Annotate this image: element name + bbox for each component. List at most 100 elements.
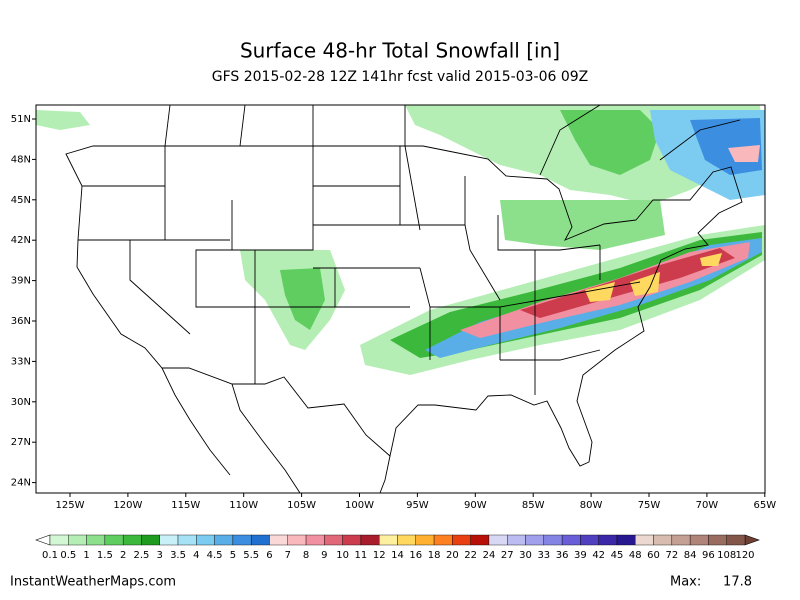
colorbar-label: 36	[556, 550, 569, 561]
colorbar-box	[507, 534, 526, 546]
mexico-coast	[161, 367, 391, 494]
colorbar-box	[561, 534, 581, 546]
colorbar-label: 6	[266, 550, 272, 561]
lat-label: 30N	[11, 397, 31, 408]
colorbar-box	[598, 534, 618, 546]
colorbar-label: 5.5	[243, 550, 259, 561]
colorbar-box	[104, 534, 124, 546]
colorbar-box	[543, 534, 563, 546]
subtitle: GFS 2015-02-28 12Z 141hr fcst valid 2015…	[212, 69, 589, 85]
lat-label: 48N	[11, 154, 31, 165]
colorbar-label: 30	[519, 550, 532, 561]
colorbar-label: 2.5	[133, 550, 149, 561]
lon-label: 105W	[287, 500, 316, 511]
colorbar-box	[433, 534, 453, 546]
colorbar-label: 16	[409, 550, 422, 561]
lat-label: 36N	[11, 316, 31, 327]
colorbar-label: 96	[702, 550, 715, 561]
colorbar-box	[214, 534, 234, 546]
colorbar-label: 108	[717, 550, 736, 561]
colorbar-box	[324, 534, 343, 546]
colorbar-label: 33	[537, 550, 550, 561]
lon-label: 115W	[171, 500, 200, 511]
colorbar-box	[122, 534, 142, 546]
colorbar-label: 14	[391, 550, 404, 561]
state-lines	[78, 145, 641, 395]
lon-label: 100W	[345, 500, 374, 511]
colorbar-label: 12	[373, 550, 386, 561]
colorbar-box	[397, 534, 416, 546]
colorbar-box	[177, 534, 197, 546]
colorbar-box	[671, 534, 691, 546]
colorbar-label: 22	[464, 550, 477, 561]
colorbar-box	[470, 534, 490, 546]
lat-label: 27N	[11, 437, 31, 448]
lon-label: 90W	[464, 500, 487, 511]
colorbar-label: 1	[83, 550, 89, 561]
lat-label: 45N	[11, 195, 31, 206]
colorbar-box	[232, 534, 252, 546]
colorbar-box	[68, 534, 87, 546]
colorbar-label: 42	[592, 550, 605, 561]
colorbar-box	[525, 534, 545, 546]
colorbar-label: 4	[193, 550, 199, 561]
lon-label: 95W	[406, 500, 429, 511]
lon-label: 65W	[753, 500, 776, 511]
colorbar-box	[196, 534, 215, 546]
colorbar-box	[342, 534, 362, 546]
colorbar-label: 11	[355, 550, 368, 561]
colorbar-box	[726, 534, 746, 546]
lat-label: 51N	[11, 114, 31, 125]
colorbar-label: 9	[321, 550, 327, 561]
colorbar-label: 39	[574, 550, 587, 561]
lon-label: 75W	[638, 500, 661, 511]
lat-label: 24N	[11, 478, 31, 489]
colorbar-label: 1.5	[97, 550, 113, 561]
colorbar-box	[305, 534, 325, 546]
colorbar-label: 3.5	[170, 550, 186, 561]
colorbar-label: 84	[684, 550, 697, 561]
colorbar-label: 45	[611, 550, 624, 561]
colorbar: 0.1 0.5 1 1.5 2 2.5 3 3.5 4 4.5 5 5.5 6 7 8 9 10 11 12 14 16…	[35, 534, 760, 561]
map-area	[35, 104, 766, 494]
lon-label: 110W	[229, 500, 258, 511]
title: Surface 48-hr Total Snowfall [in]	[240, 39, 560, 63]
colorbar-label: 60	[647, 550, 660, 561]
colorbar-box	[452, 534, 471, 546]
colorbar-label: 120	[735, 550, 754, 561]
colorbar-box	[415, 534, 435, 546]
colorbar-label: 8	[303, 550, 309, 561]
colorbar-box	[488, 534, 508, 546]
colorbar-box	[49, 534, 69, 546]
source-label: InstantWeatherMaps.com	[10, 575, 176, 590]
colorbar-label: 7	[285, 550, 291, 561]
colorbar-box	[360, 534, 380, 546]
colorbar-label: 0.5	[60, 550, 76, 561]
us-outline	[65, 145, 743, 467]
colorbar-label: 20	[446, 550, 459, 561]
colorbar-box	[653, 534, 673, 546]
colorbar-box	[580, 534, 599, 546]
colorbar-label: 4.5	[207, 550, 223, 561]
canada-lines	[164, 104, 741, 176]
colorbar-label: 3	[157, 550, 163, 561]
axis-labels: 51N 48N 45N 42N 39N 36N 33N 30N 27N 24N 125W 120W 11…	[11, 114, 776, 511]
colorbar-under	[35, 534, 51, 546]
colorbar-box	[379, 534, 398, 546]
lat-label: 42N	[11, 235, 31, 246]
colorbar-label: 5	[230, 550, 236, 561]
max-value: 17.8	[723, 575, 752, 590]
colorbar-box	[708, 534, 727, 546]
colorbar-box	[635, 534, 654, 546]
lon-label: 80W	[580, 500, 603, 511]
colorbar-box	[159, 534, 179, 546]
lat-label: 39N	[11, 276, 31, 287]
colorbar-box	[689, 534, 709, 546]
colorbar-label: 48	[629, 550, 642, 561]
colorbar-label: 18	[428, 550, 441, 561]
colorbar-over	[744, 534, 760, 546]
lon-label: 125W	[56, 500, 85, 511]
colorbar-box	[250, 534, 270, 546]
colorbar-box	[616, 534, 636, 546]
